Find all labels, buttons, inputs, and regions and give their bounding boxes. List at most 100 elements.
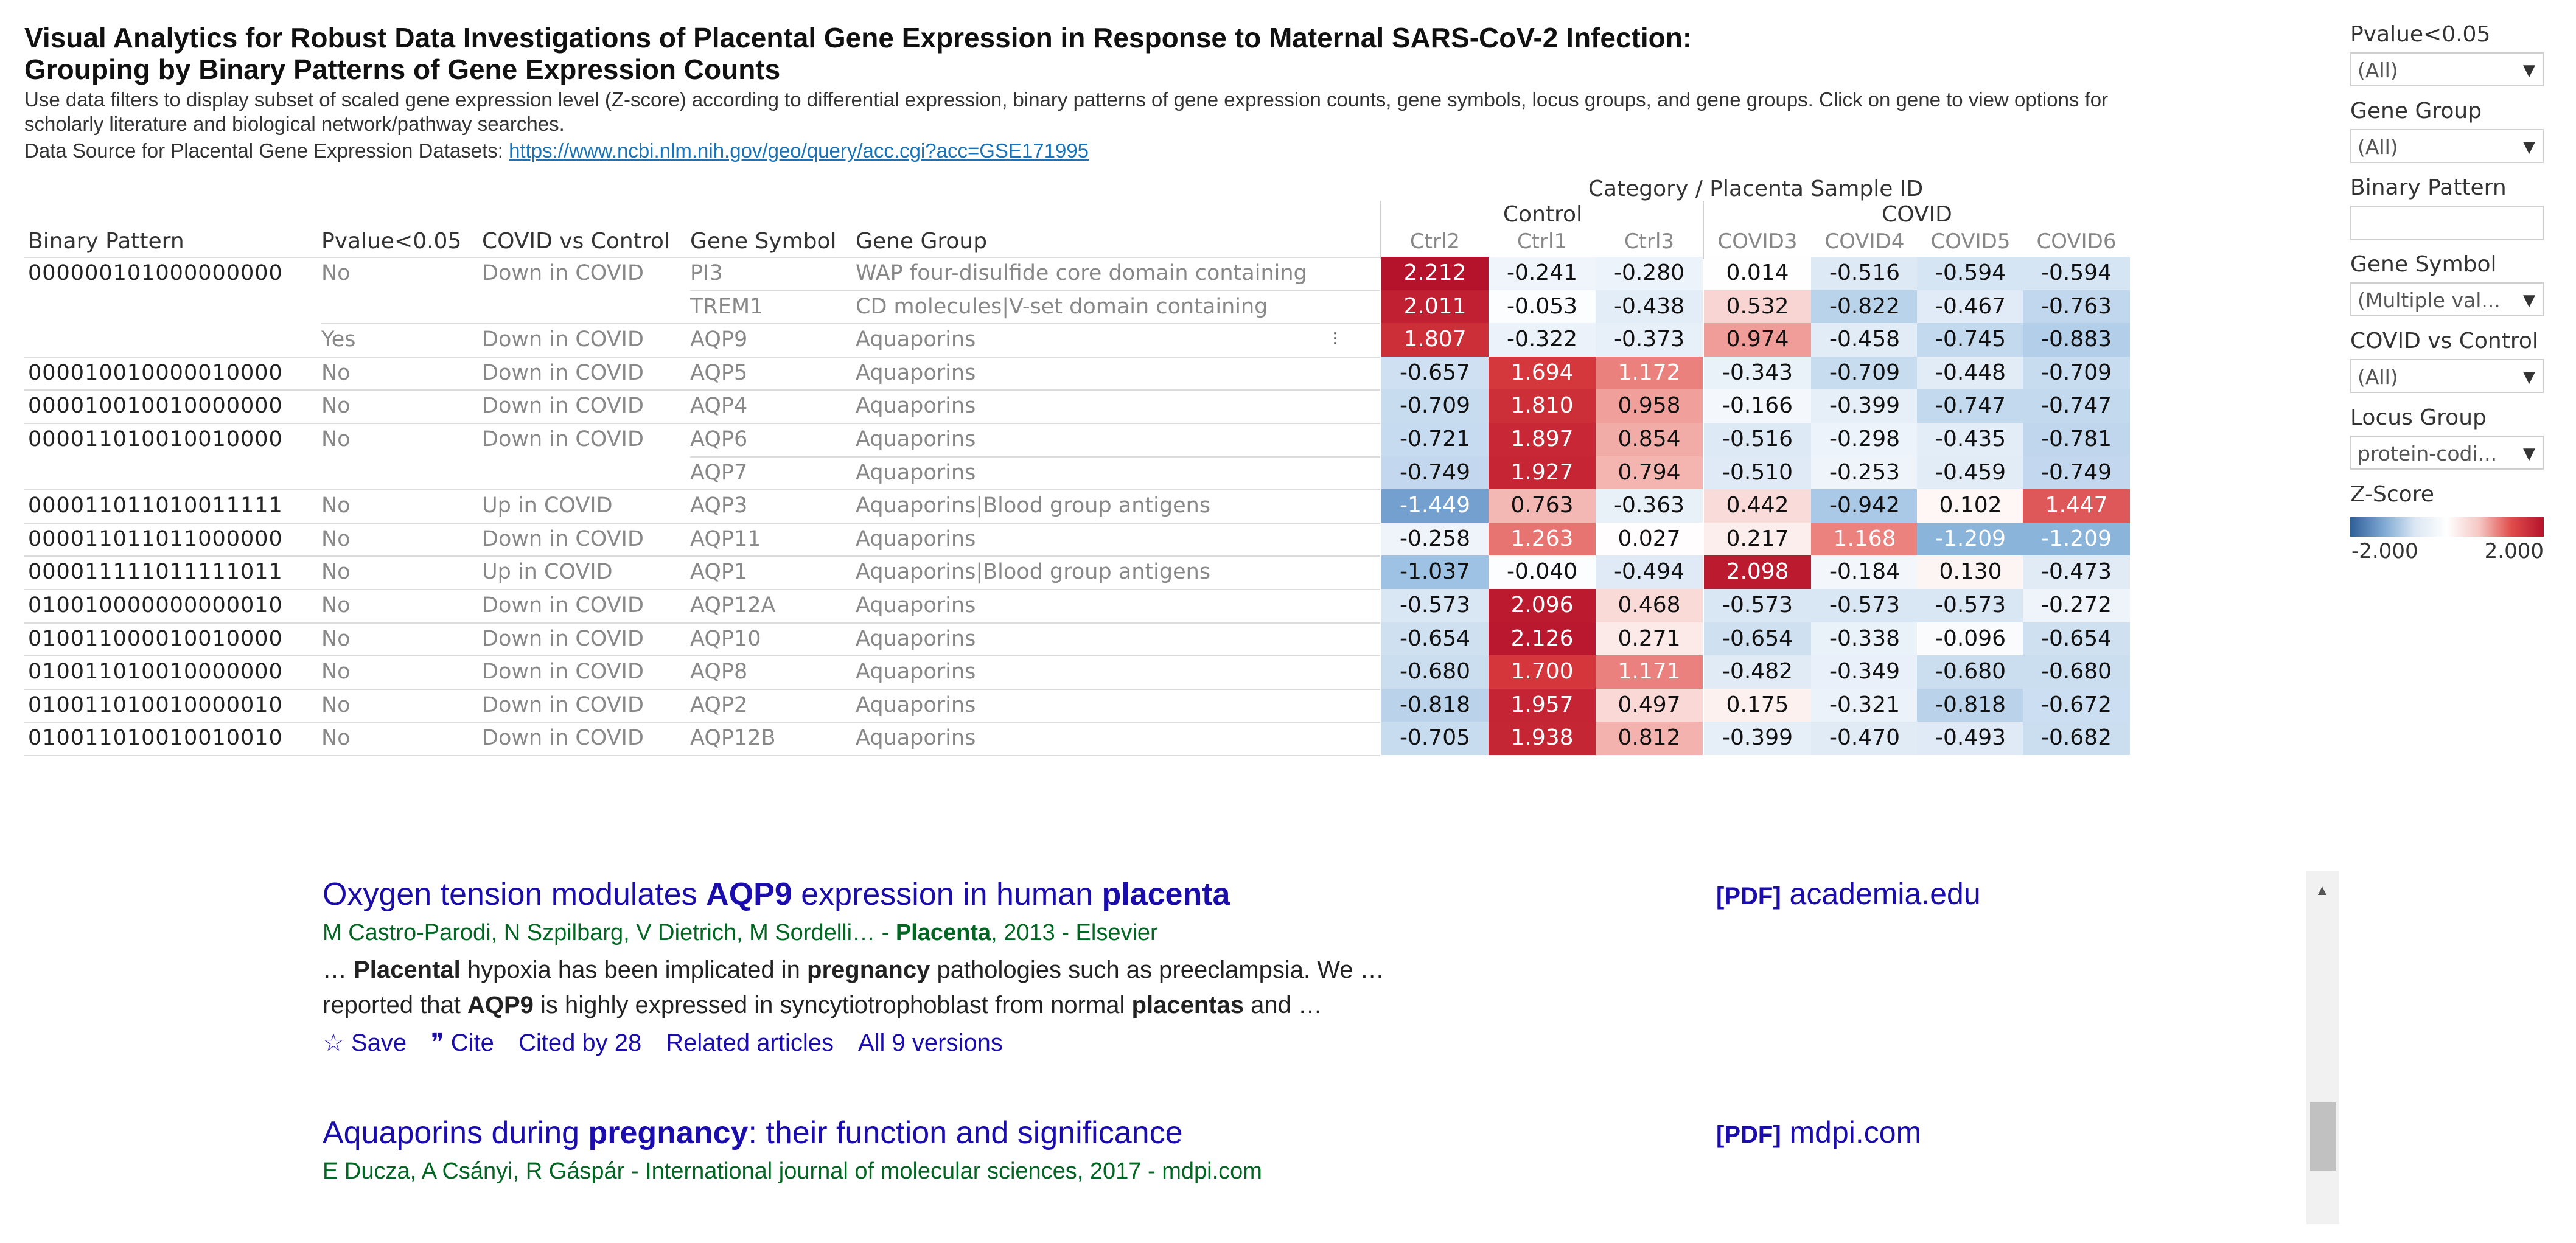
zscore-cell[interactable]: -0.573	[1381, 589, 1489, 622]
zscore-cell[interactable]: 1.897	[1489, 423, 1596, 456]
filter-gene-group-select[interactable]: (All) ▼	[2350, 129, 2544, 163]
col-header-covid-vs-control[interactable]: COVID vs Control	[482, 229, 670, 254]
zscore-cell[interactable]: -0.473	[2023, 555, 2130, 589]
zscore-cell[interactable]: 1.700	[1489, 655, 1596, 689]
zscore-cell[interactable]: 0.271	[1596, 622, 1703, 656]
zscore-cell[interactable]: 1.810	[1489, 389, 1596, 423]
zscore-cell[interactable]: -0.510	[1704, 456, 1811, 490]
pdf-link[interactable]: [PDF] mdpi.com	[1716, 1115, 1921, 1150]
zscore-cell[interactable]: 0.102	[1917, 489, 2024, 523]
zscore-cell[interactable]: -0.594	[1917, 257, 2024, 290]
zscore-cell[interactable]: 0.130	[1917, 555, 2024, 589]
scroll-up-arrow-icon[interactable]: ▲	[2315, 882, 2330, 899]
zscore-cell[interactable]: -0.709	[1381, 389, 1489, 423]
chevron-down-icon[interactable]: ▼	[2523, 291, 2535, 310]
filter-binary-pattern-input[interactable]	[2350, 206, 2544, 240]
zscore-cell[interactable]: -0.747	[2023, 389, 2130, 423]
zscore-cell[interactable]: 0.027	[1596, 522, 1703, 556]
zscore-cell[interactable]: 1.694	[1489, 356, 1596, 390]
zscore-cell[interactable]: -0.258	[1381, 522, 1489, 556]
zscore-cell[interactable]: -0.053	[1489, 290, 1596, 324]
zscore-cell[interactable]: -0.298	[1811, 423, 1918, 456]
zscore-cell[interactable]: 0.763	[1489, 489, 1596, 523]
zscore-cell[interactable]: 1.927	[1489, 456, 1596, 490]
zscore-cell[interactable]: -0.373	[1596, 323, 1703, 357]
table-row[interactable]: 010011010010000000 No Down in COVID AQP8 Aqu…	[24, 655, 2130, 689]
tooltip-bar-icon[interactable]: ⫶	[1333, 329, 1338, 350]
zscore-cell[interactable]: -0.942	[1811, 489, 1918, 523]
zscore-cell[interactable]: -0.654	[1381, 622, 1489, 656]
zscore-cell[interactable]: 0.532	[1704, 290, 1811, 324]
zscore-cell[interactable]: -0.594	[2023, 257, 2130, 290]
zscore-cell[interactable]: -0.253	[1811, 456, 1918, 490]
zscore-cell[interactable]: -0.883	[2023, 323, 2130, 357]
zscore-cell[interactable]: 0.468	[1596, 589, 1703, 622]
results-scrollbar[interactable]: ▲	[2306, 871, 2339, 1224]
zscore-cell[interactable]: -0.573	[1704, 589, 1811, 622]
zscore-cell[interactable]: -0.654	[2023, 622, 2130, 656]
chevron-down-icon[interactable]: ▼	[2523, 138, 2535, 156]
zscore-cell[interactable]: -0.680	[1917, 655, 2024, 689]
zscore-cell[interactable]: -0.493	[1917, 722, 2024, 755]
col-header-binary-pattern[interactable]: Binary Pattern	[28, 229, 184, 254]
zscore-cell[interactable]: -0.321	[1811, 688, 1918, 722]
zscore-cell[interactable]: -0.680	[2023, 655, 2130, 689]
zscore-cell[interactable]: -0.818	[1381, 688, 1489, 722]
zscore-cell[interactable]: -0.709	[2023, 356, 2130, 390]
table-row[interactable]: 000010010000010000 No Down in COVID AQP5 Aqu…	[24, 356, 2130, 390]
zscore-cell[interactable]: -1.449	[1381, 489, 1489, 523]
zscore-cell[interactable]: -0.184	[1811, 555, 1918, 589]
action-cite[interactable]: ❞ Cite	[431, 1029, 494, 1056]
zscore-cell[interactable]: -0.272	[2023, 589, 2130, 622]
zscore-cell[interactable]: 2.098	[1704, 555, 1811, 589]
zscore-cell[interactable]: -0.709	[1811, 356, 1918, 390]
sample-header-covid3[interactable]: COVID3	[1717, 229, 1798, 254]
table-row[interactable]: Yes Down in COVID AQP9 Aquaporins 1.807 -0.32…	[24, 323, 2130, 357]
table-row[interactable]: 000011010010010000 No Down in COVID AQP6 Aqu…	[24, 423, 2130, 456]
pdf-link[interactable]: [PDF] academia.edu	[1716, 876, 1981, 911]
zscore-cell[interactable]: -0.516	[1811, 257, 1918, 290]
zscore-cell[interactable]: -0.280	[1596, 257, 1703, 290]
zscore-cell[interactable]: -0.573	[1811, 589, 1918, 622]
chevron-down-icon[interactable]: ▼	[2523, 61, 2535, 80]
data-source-link[interactable]: https://www.ncbi.nlm.nih.gov/geo/query/a…	[509, 139, 1089, 162]
action-save[interactable]: ☆ Save	[323, 1029, 407, 1056]
zscore-cell[interactable]: 2.212	[1381, 257, 1489, 290]
zscore-cell[interactable]: 2.011	[1381, 290, 1489, 324]
zscore-cell[interactable]: -0.482	[1704, 655, 1811, 689]
zscore-cell[interactable]: -0.573	[1917, 589, 2024, 622]
zscore-cell[interactable]: 0.974	[1704, 323, 1811, 357]
zscore-cell[interactable]: -0.458	[1811, 323, 1918, 357]
zscore-cell[interactable]: -0.096	[1917, 622, 2024, 656]
table-row[interactable]: 000000101000000000 No Down in COVID PI3 WAP …	[24, 257, 2130, 290]
table-row[interactable]: 000011011010011111 No Up in COVID AQP3 Aquap…	[24, 489, 2130, 523]
zscore-cell[interactable]: -0.438	[1596, 290, 1703, 324]
chevron-down-icon[interactable]: ▼	[2523, 445, 2535, 463]
zscore-cell[interactable]: -0.363	[1596, 489, 1703, 523]
filter-gene-symbol-select[interactable]: (Multiple val... ▼	[2350, 282, 2544, 316]
zscore-cell[interactable]: -0.654	[1704, 622, 1811, 656]
zscore-cell[interactable]: -0.657	[1381, 356, 1489, 390]
zscore-cell[interactable]: -0.672	[2023, 688, 2130, 722]
table-row[interactable]: 000011111011111011 No Up in COVID AQP1 Aquap…	[24, 555, 2130, 589]
action-all-9-versions[interactable]: All 9 versions	[858, 1029, 1003, 1056]
zscore-cell[interactable]: -0.781	[2023, 423, 2130, 456]
zscore-cell[interactable]: -0.399	[1704, 722, 1811, 755]
zscore-cell[interactable]: 0.175	[1704, 688, 1811, 722]
zscore-cell[interactable]: -0.763	[2023, 290, 2130, 324]
filter-pvalue-0-05-select[interactable]: (All) ▼	[2350, 52, 2544, 86]
zscore-cell[interactable]: -0.494	[1596, 555, 1703, 589]
zscore-cell[interactable]: 1.957	[1489, 688, 1596, 722]
zscore-cell[interactable]: 0.958	[1596, 389, 1703, 423]
zscore-cell[interactable]: -0.322	[1489, 323, 1596, 357]
zscore-cell[interactable]: -0.818	[1917, 688, 2024, 722]
chevron-down-icon[interactable]: ▼	[2523, 368, 2535, 386]
zscore-cell[interactable]: -0.822	[1811, 290, 1918, 324]
col-header-gene-group[interactable]: Gene Group	[856, 229, 988, 254]
zscore-cell[interactable]: 1.168	[1811, 522, 1918, 556]
zscore-cell[interactable]: -0.745	[1917, 323, 2024, 357]
zscore-cell[interactable]: -0.241	[1489, 257, 1596, 290]
result-title-link[interactable]: Aquaporins during pregnancy: their funct…	[323, 1115, 2300, 1151]
zscore-cell[interactable]: 1.171	[1596, 655, 1703, 689]
table-row[interactable]: 010011010010000010 No Down in COVID AQP2 Aqu…	[24, 688, 2130, 722]
